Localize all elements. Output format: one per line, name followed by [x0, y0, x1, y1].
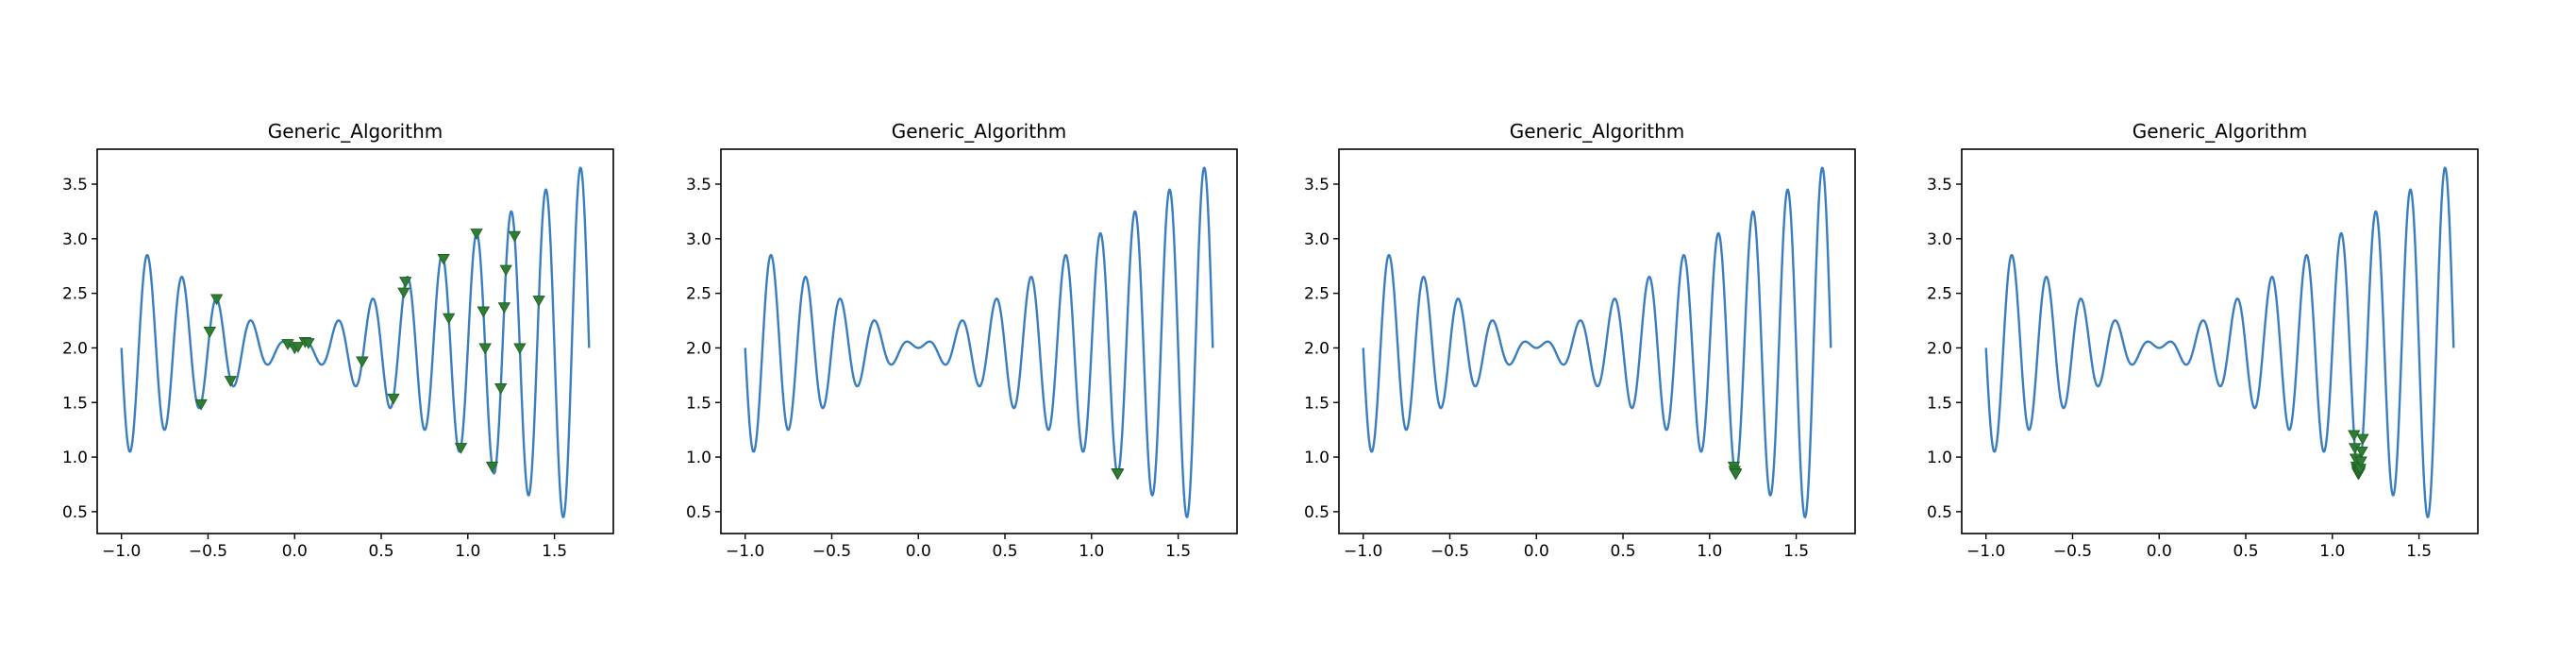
y-tick-label: 0.5 — [1927, 503, 1952, 522]
y-tick-label: 3.5 — [1304, 176, 1330, 195]
y-tick-label: 0.5 — [62, 503, 88, 522]
population-point — [399, 277, 412, 288]
population-point — [2354, 456, 2367, 468]
population-point — [508, 230, 522, 243]
population-point — [2348, 430, 2361, 442]
x-tick-label: 0.0 — [1524, 542, 1549, 561]
subplot-1: Generic_Algorithm −1.0 −0.5 0.0 0.5 1.0 1.5 0.… — [62, 120, 614, 561]
population-point — [224, 376, 238, 387]
series-line — [1984, 166, 2455, 518]
chart-title: Generic_Algorithm — [1510, 120, 1685, 143]
population-point — [513, 343, 527, 355]
y-tick-label: 1.0 — [1304, 449, 1330, 467]
x-tick-label: 0.5 — [1611, 542, 1636, 561]
x-tick-label: 1.5 — [1165, 542, 1191, 561]
population-point — [1730, 468, 1743, 481]
y-tick-label: 3.5 — [62, 176, 88, 195]
x-tick-label: 1.0 — [1079, 542, 1104, 561]
y-tick-label: 1.0 — [62, 449, 88, 467]
subplot-2: Generic_Algorithm −1.0 −0.5 0.0 0.5 1.0 1.5 0.… — [686, 120, 1238, 561]
x-tick-label: −0.5 — [812, 542, 851, 561]
population-point — [454, 443, 468, 454]
y-tick-label: 1.5 — [686, 394, 711, 413]
x-tick-label: 1.0 — [455, 542, 480, 561]
y-tick-label: 2.5 — [1304, 285, 1330, 304]
y-tick-label: 2.0 — [1304, 339, 1330, 358]
population-point — [356, 356, 369, 368]
x-tick-label: 0.5 — [2233, 542, 2259, 561]
series-line — [744, 166, 1214, 518]
y-tick-label: 2.0 — [62, 339, 88, 358]
y-tick-label: 3.5 — [1927, 176, 1952, 195]
population-point — [1112, 468, 1125, 481]
chart-title: Generic_Algorithm — [268, 120, 443, 143]
population-point — [477, 306, 491, 318]
population-point — [499, 264, 512, 277]
y-tick-label: 1.5 — [1927, 394, 1952, 413]
population-point — [209, 294, 224, 306]
population-point — [387, 393, 400, 405]
y-tick-label: 3.0 — [686, 230, 711, 249]
axes-frame — [720, 148, 1238, 534]
x-tick-label: −1.0 — [102, 542, 141, 561]
y-tick-label: 3.0 — [1304, 230, 1330, 249]
x-tick-label: 1.0 — [2319, 542, 2345, 561]
x-tick-label: −0.5 — [2053, 542, 2092, 561]
x-tick-label: 1.5 — [1783, 542, 1809, 561]
population-point — [478, 343, 492, 355]
y-tick-label: 3.0 — [62, 230, 88, 249]
y-tick-label: 2.5 — [62, 285, 88, 304]
population-point — [437, 253, 450, 265]
population-point — [203, 327, 217, 338]
x-tick-label: 1.0 — [1697, 542, 1722, 561]
population-point — [493, 383, 508, 395]
y-tick-label: 0.5 — [1304, 503, 1330, 522]
series-line — [1362, 166, 1832, 518]
population-point — [2355, 446, 2368, 458]
x-tick-label: −1.0 — [1344, 542, 1382, 561]
population-point — [302, 338, 315, 349]
x-tick-label: −0.5 — [189, 542, 227, 561]
population-point — [485, 461, 499, 473]
population-point — [442, 313, 456, 325]
population-point — [497, 302, 511, 314]
y-tick-label: 1.5 — [1304, 394, 1330, 413]
population-point — [470, 229, 483, 240]
population-point — [532, 296, 545, 307]
y-tick-label: 3.0 — [1927, 230, 1952, 249]
y-tick-label: 2.5 — [686, 285, 711, 304]
chart-title: Generic_Algorithm — [892, 120, 1067, 143]
subplot-4: Generic_Algorithm −1.0 −0.5 0.0 0.5 1.0 1.5 0.… — [1927, 120, 2479, 561]
population-point — [397, 287, 410, 299]
axes-frame — [96, 148, 614, 534]
x-tick-label: 0.0 — [906, 542, 931, 561]
population-point — [2356, 433, 2369, 446]
x-tick-label: 1.5 — [542, 542, 567, 561]
axes-frame — [1338, 148, 1856, 534]
y-tick-label: 3.5 — [686, 176, 711, 195]
chart-title: Generic_Algorithm — [2133, 120, 2308, 143]
population-point — [292, 342, 305, 353]
y-tick-label: 2.0 — [1927, 339, 1952, 358]
y-tick-label: 0.5 — [686, 503, 711, 522]
x-tick-label: 0.0 — [282, 542, 308, 561]
y-tick-label: 1.5 — [62, 394, 88, 413]
y-tick-label: 2.0 — [686, 339, 711, 358]
x-tick-label: −0.5 — [1430, 542, 1469, 561]
x-tick-label: 0.5 — [369, 542, 394, 561]
y-tick-label: 2.5 — [1927, 285, 1952, 304]
subplot-3: Generic_Algorithm −1.0 −0.5 0.0 0.5 1.0 1.5 0.… — [1304, 120, 1856, 561]
x-tick-label: −1.0 — [1966, 542, 2005, 561]
series-line — [120, 166, 591, 518]
x-tick-label: 0.0 — [2147, 542, 2172, 561]
population-point — [194, 398, 208, 411]
x-tick-label: 1.5 — [2406, 542, 2432, 561]
x-tick-label: −1.0 — [726, 542, 764, 561]
y-tick-label: 1.0 — [686, 449, 711, 467]
x-tick-label: 0.5 — [993, 542, 1018, 561]
axes-frame — [1961, 148, 2479, 534]
y-tick-label: 1.0 — [1927, 449, 1952, 467]
